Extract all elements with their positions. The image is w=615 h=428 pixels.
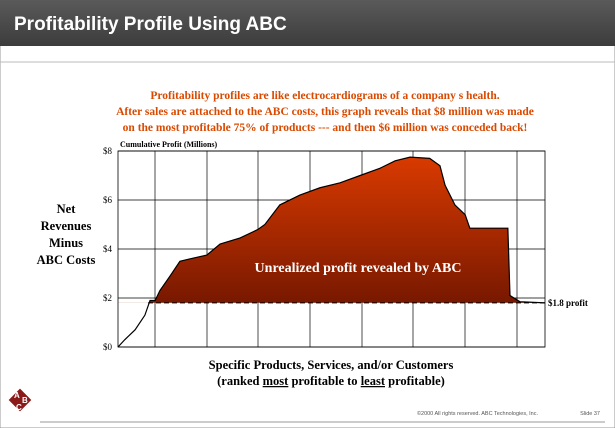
logo-letter: B	[22, 396, 28, 405]
subtitle-line: After sales are attached to the ABC cost…	[116, 105, 534, 118]
y-label: Revenues	[41, 219, 92, 233]
x-label-part: (ranked	[217, 374, 263, 388]
y-tick-label: $8	[103, 146, 113, 156]
reference-label: $1.8 profit	[548, 298, 588, 308]
y-label: Net	[57, 202, 77, 216]
plot-frame	[117, 150, 546, 348]
x-label-part: profitable)	[385, 374, 445, 388]
y-label: Minus	[49, 236, 83, 250]
slide-number: Slide 37	[580, 411, 600, 417]
x-label-part: most	[263, 374, 290, 388]
y-tick-label: $4	[103, 244, 113, 254]
profit-area	[118, 157, 545, 303]
header-bar	[0, 0, 615, 46]
annotation: Unrealized profit revealed by ABC	[255, 261, 462, 276]
subtitle-line: on the most profitable 75% of products -…	[123, 121, 528, 134]
axis-title: Cumulative Profit (Millions)	[120, 140, 218, 149]
y-label: ABC Costs	[37, 253, 96, 267]
x-label: Specific Products, Services, and/or Cust…	[209, 358, 454, 372]
y-tick-label: $2	[103, 293, 112, 303]
x-label: (ranked most profitable to least profita…	[217, 374, 445, 388]
subtitle-line: Profitability profiles are like electroc…	[150, 90, 499, 102]
logo-letter: C	[16, 403, 22, 412]
y-tick-label: $0	[103, 342, 113, 352]
profit-line	[117, 156, 546, 348]
x-label-part: least	[361, 374, 386, 388]
footer: ©2000 All rights reserved. ABC Technolog…	[417, 410, 539, 417]
x-label-part: profitable to	[288, 374, 360, 388]
y-tick-label: $6	[103, 195, 113, 205]
logo-letter: A	[14, 391, 20, 400]
slide-title: Profitability Profile Using ABC	[14, 14, 287, 35]
